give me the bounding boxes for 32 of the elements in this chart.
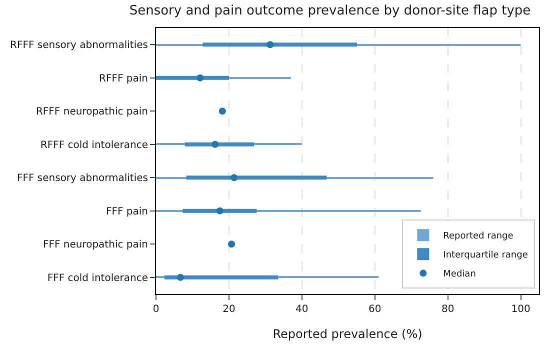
bar [164, 275, 278, 280]
point [266, 41, 274, 48]
bar [182, 208, 257, 213]
point [216, 207, 224, 214]
point [176, 274, 184, 281]
point [196, 74, 204, 82]
legend-label: Interquartile range [443, 250, 528, 261]
y-tick-label: RFFF neuropathic pain [36, 106, 148, 118]
x-tick-label: 0 [152, 304, 160, 315]
x-tick-label: 20 [222, 304, 236, 315]
y-tick-label: FFF cold intolerance [47, 272, 148, 284]
y-tick-label: FFF neuropathic pain [42, 240, 148, 251]
y-tick-label: RFFF cold intolerance [40, 140, 148, 151]
point [228, 240, 236, 248]
bar [186, 176, 327, 180]
bar [184, 142, 254, 146]
chart-title: Sensory and pain outcome prevalence by donor-site flap type [129, 3, 531, 18]
bar [202, 42, 357, 47]
x-tick-label: 60 [368, 304, 382, 315]
y-tick-label: FFF pain [106, 206, 148, 218]
x-axis-title: Reported prevalence (%) [272, 326, 422, 341]
point [212, 140, 219, 148]
x-tick-label: 80 [441, 304, 454, 315]
legend-label: Median [443, 270, 476, 280]
y-tick-label: FFF sensory abnormalities [16, 173, 148, 184]
legend-label: Reported range [443, 232, 514, 242]
point [230, 174, 238, 182]
point [218, 108, 226, 115]
y-tick-label: RFFF sensory abnormalities [10, 40, 148, 52]
x-tick-label: 100 [511, 304, 530, 315]
x-tick-label: 40 [296, 304, 308, 315]
y-tick-label: RFFF pain [99, 73, 148, 84]
